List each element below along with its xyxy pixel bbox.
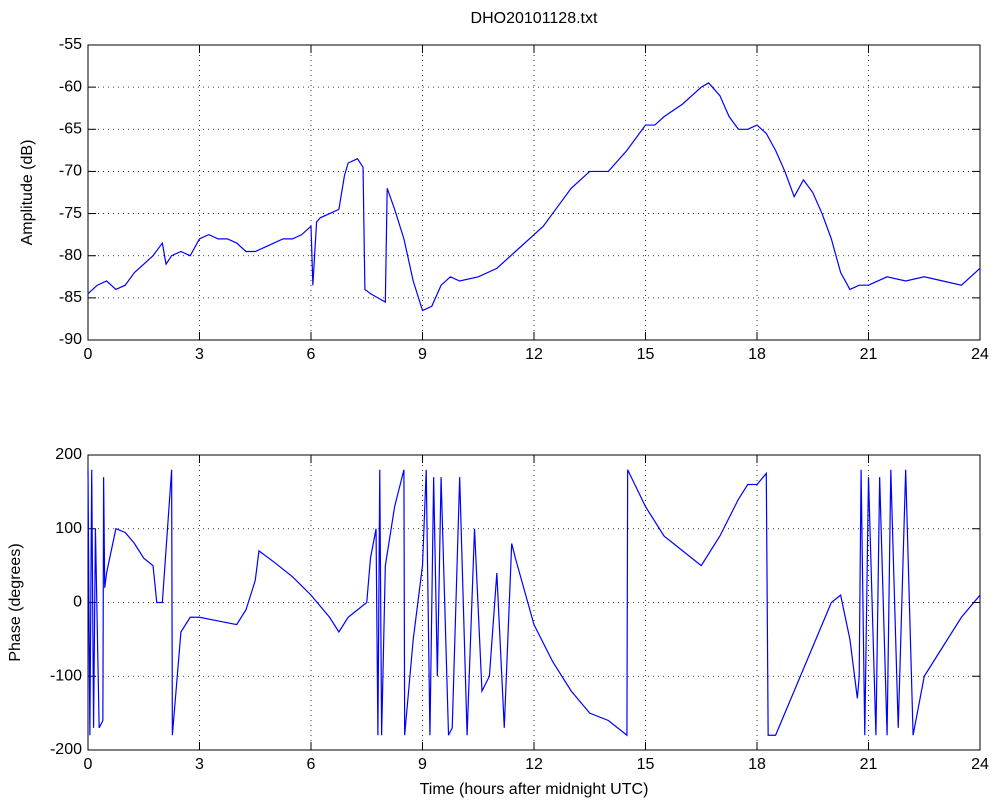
x-tick-label: 12 xyxy=(525,756,543,773)
data-line xyxy=(87,469,981,737)
y-tick-label: -85 xyxy=(59,289,82,306)
x-tick-label: 24 xyxy=(971,346,989,363)
x-tick-label: 9 xyxy=(418,346,427,363)
x-tick-label: 0 xyxy=(84,346,93,363)
y-tick-label: 0 xyxy=(73,594,82,611)
y-tick-label: -55 xyxy=(59,36,82,53)
y-tick-label: -100 xyxy=(50,667,82,684)
axes-box xyxy=(87,454,981,751)
x-tick-label: 15 xyxy=(637,756,655,773)
x-tick-label: 15 xyxy=(637,346,655,363)
y-tick-label: -70 xyxy=(59,163,82,180)
x-tick-label: 12 xyxy=(525,346,543,363)
y-tick-label: 100 xyxy=(55,520,82,537)
y-tick-label: 200 xyxy=(55,446,82,463)
axes-box xyxy=(87,44,981,341)
x-tick-label: 0 xyxy=(84,756,93,773)
x-tick-label: 6 xyxy=(307,346,316,363)
chart-title: DHO20101128.txt xyxy=(471,10,598,27)
y-tick-label: -60 xyxy=(59,78,82,95)
y-tick-label: -90 xyxy=(59,331,82,348)
y-tick-label: -200 xyxy=(50,741,82,758)
y-tick-label: -65 xyxy=(59,121,82,138)
data-line xyxy=(87,82,981,312)
x-tick-label: 6 xyxy=(307,756,316,773)
x-axis-label: Time (hours after midnight UTC) xyxy=(420,781,649,798)
x-tick-label: 9 xyxy=(418,756,427,773)
x-tick-label: 3 xyxy=(195,756,204,773)
x-tick-label: 21 xyxy=(860,346,878,363)
x-tick-label: 18 xyxy=(748,756,766,773)
x-tick-label: 3 xyxy=(195,346,204,363)
y-axis-label: Amplitude (dB) xyxy=(19,140,36,246)
x-tick-label: 24 xyxy=(971,756,989,773)
y-axis-label: Phase (degrees) xyxy=(7,543,24,661)
y-tick-label: -75 xyxy=(59,205,82,222)
y-tick-label: -80 xyxy=(59,247,82,264)
x-tick-label: 18 xyxy=(748,346,766,363)
x-tick-label: 21 xyxy=(860,756,878,773)
